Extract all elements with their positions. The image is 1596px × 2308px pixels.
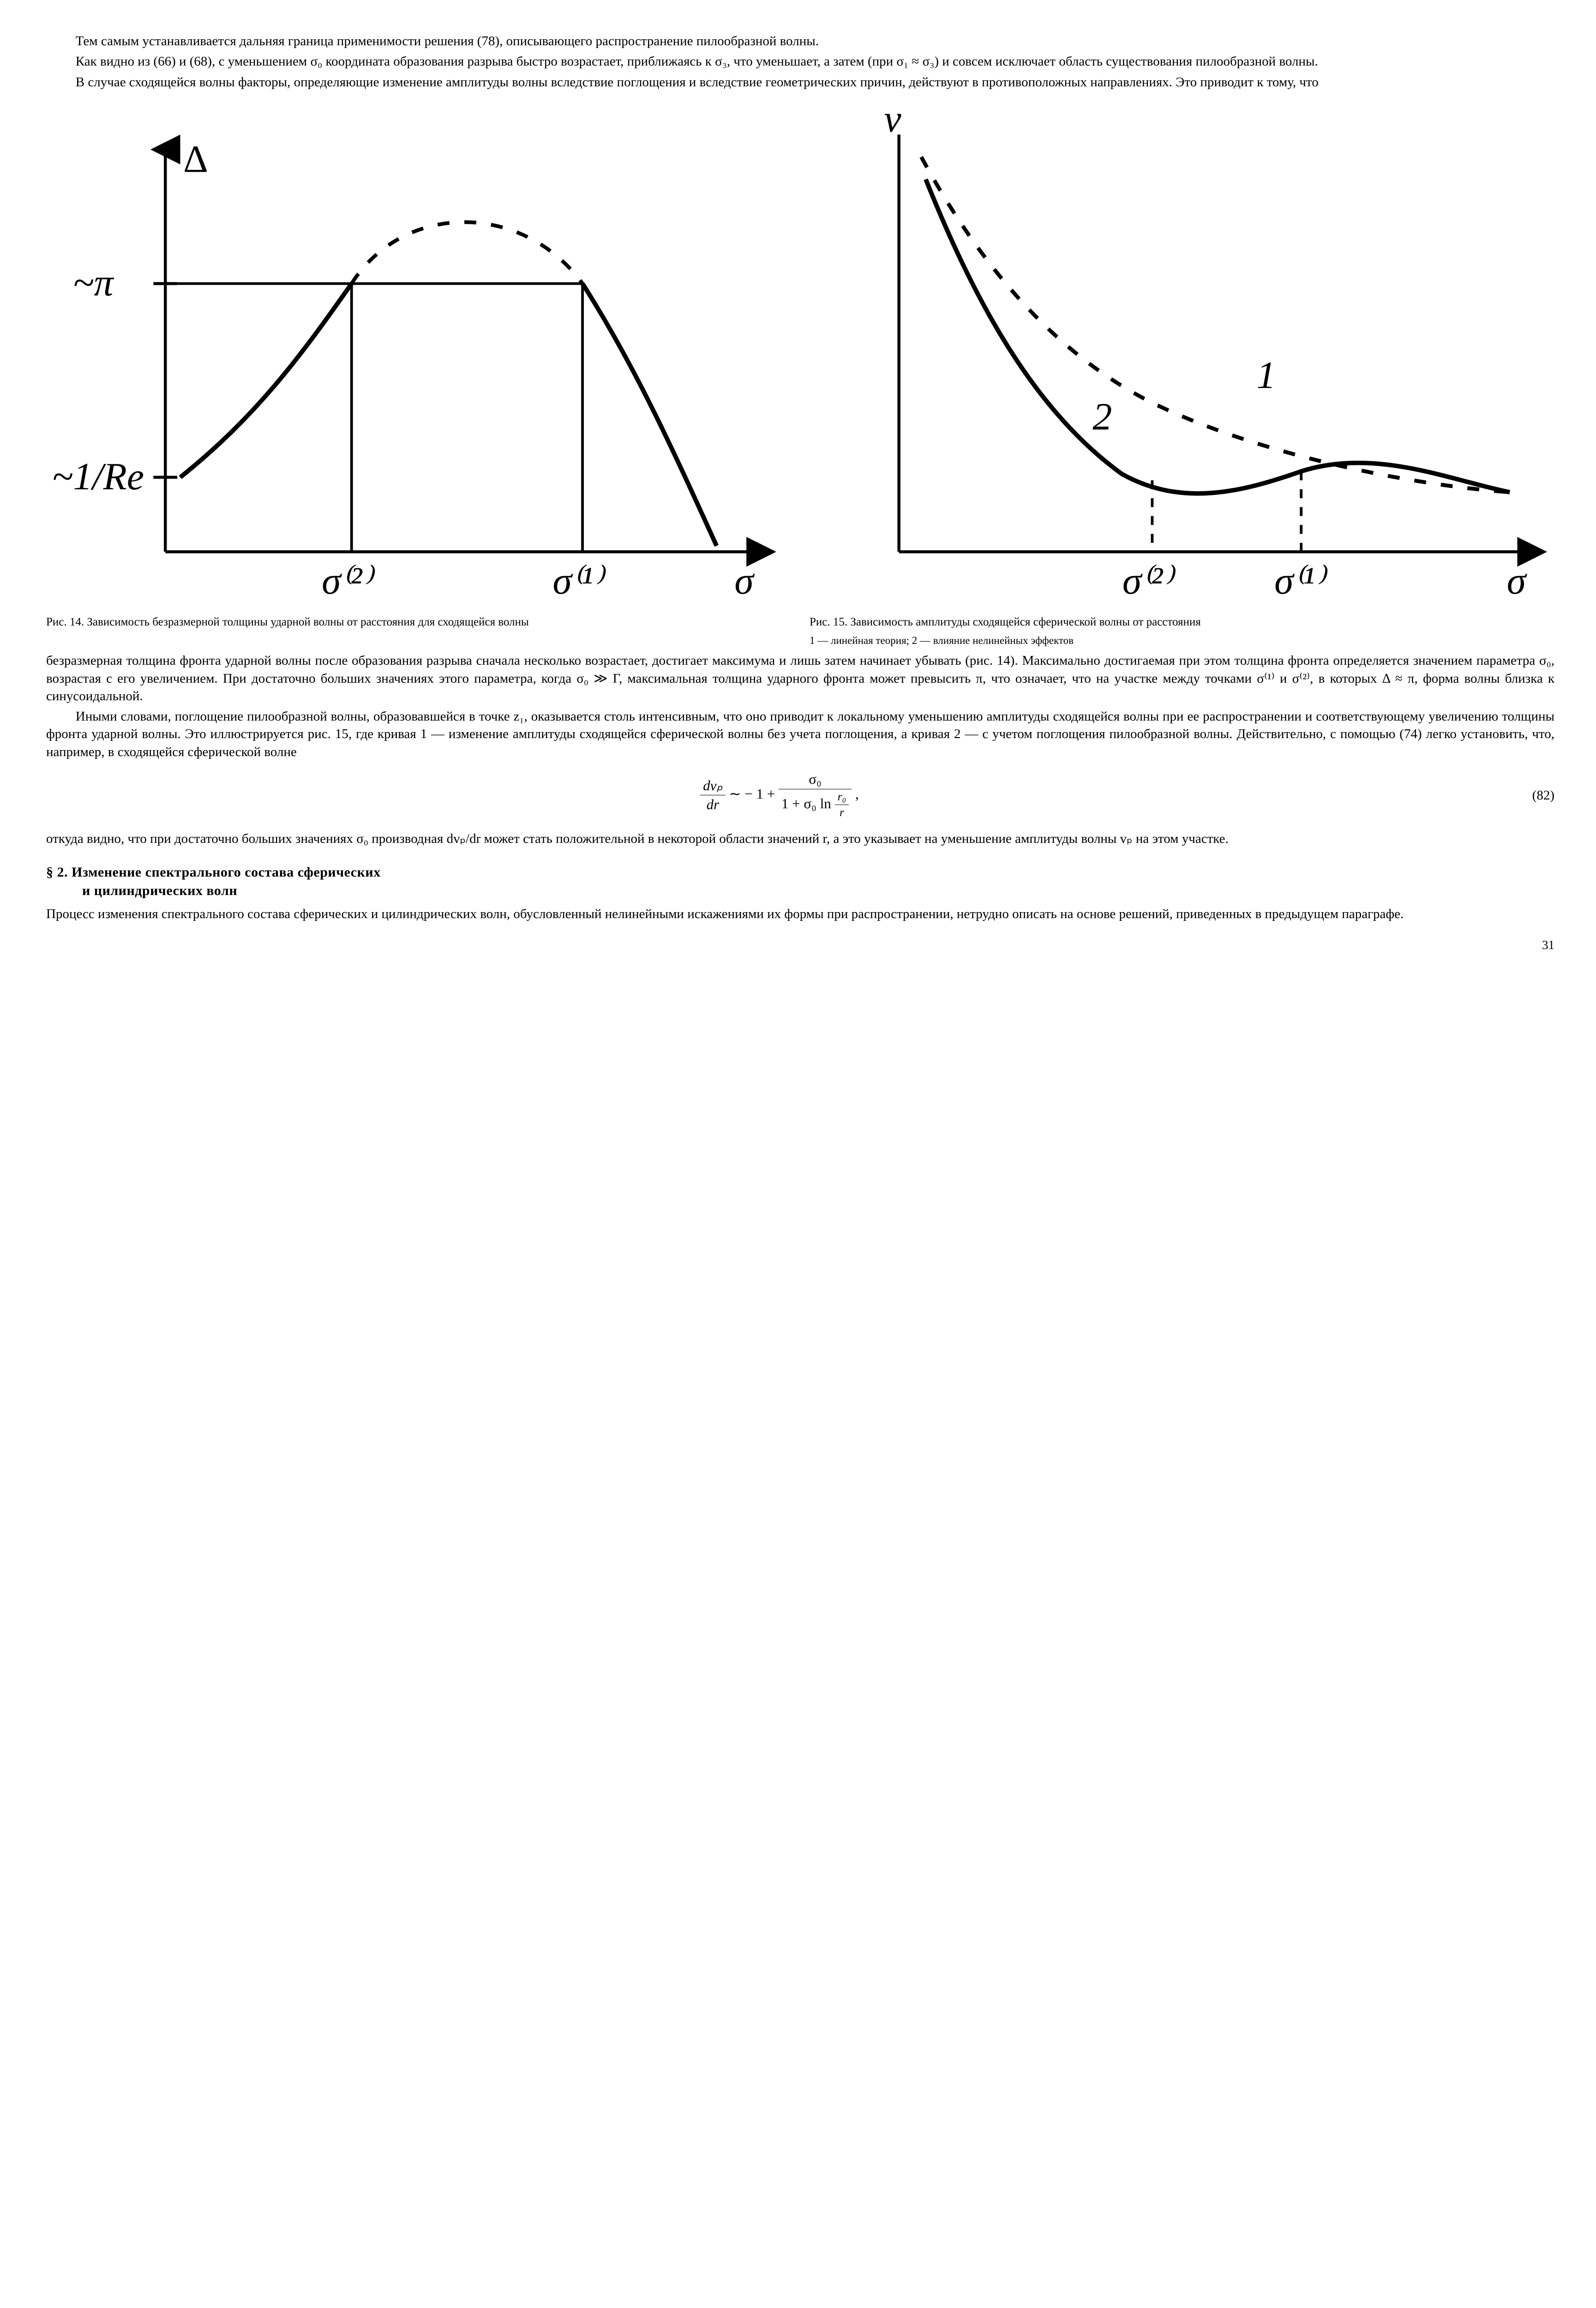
section-heading-line2: и цилиндрических волн bbox=[82, 882, 1554, 900]
fig14-xtick-left: σ⁽²⁾ bbox=[322, 559, 375, 602]
fig15-xtick-left: σ⁽²⁾ bbox=[1122, 559, 1176, 602]
fig15-y-label: v bbox=[884, 105, 901, 140]
fig14-y-label: Δ bbox=[183, 138, 208, 180]
eq82-lhs-num: dvₚ bbox=[700, 776, 726, 795]
figure-15: v 1 2 σ⁽²⁾ σ⁽¹⁾ σ Рис. 15. Зависимость а… bbox=[810, 105, 1554, 648]
figure-15-caption: Рис. 15. Зависимость амплитуды сходящейс… bbox=[810, 615, 1554, 629]
equation-82: dvₚ dr ∼ − 1 + σ₀ 1 + σ₀ ln r₀ r , (82) bbox=[46, 770, 1554, 821]
page-number: 31 bbox=[46, 937, 1554, 954]
eq82-lhs-den: dr bbox=[700, 795, 726, 814]
paragraph: Иными словами, поглощение пилообразной в… bbox=[46, 708, 1554, 761]
eq82-number: (82) bbox=[1513, 787, 1554, 804]
section-heading: § 2. Изменение спектрального состава сфе… bbox=[46, 863, 1554, 900]
section-heading-line1: § 2. Изменение спектрального состава сфе… bbox=[46, 865, 381, 880]
figure-14: Δ ~π ~1/Re σ⁽²⁾ σ⁽¹⁾ σ Рис. 14. Зависимо… bbox=[46, 105, 791, 648]
fig14-x-label: σ bbox=[734, 559, 755, 602]
figure-14-caption: Рис. 14. Зависимость безразмерной толщин… bbox=[46, 615, 791, 629]
fig15-label-1: 1 bbox=[1256, 354, 1276, 397]
paragraph: Как видно из (66) и (68), с уменьшением … bbox=[46, 53, 1554, 70]
paragraph: безразмерная толщина фронта ударной волн… bbox=[46, 652, 1554, 705]
fig15-x-label: σ bbox=[1507, 559, 1528, 602]
fig15-label-2: 2 bbox=[1092, 395, 1112, 438]
figure-15-legend: 1 — линейная теория; 2 — влияние нелиней… bbox=[810, 634, 1554, 648]
eq82-tilde: ∼ bbox=[729, 786, 744, 802]
paragraph: Процесс изменения спектрального состава … bbox=[46, 905, 1554, 923]
fig15-xtick-right: σ⁽¹⁾ bbox=[1274, 559, 1328, 602]
eq82-rhs-den-prefix: 1 + σ₀ ln bbox=[781, 795, 835, 811]
fig14-ytick-top: ~π bbox=[73, 261, 114, 304]
eq82-minus-one-plus: − 1 + bbox=[744, 786, 779, 802]
figure-row: Δ ~π ~1/Re σ⁽²⁾ σ⁽¹⁾ σ Рис. 14. Зависимо… bbox=[46, 105, 1554, 648]
eq82-rhs-inner-num: r₀ bbox=[835, 789, 849, 805]
eq82-tail: , bbox=[855, 786, 859, 802]
paragraph: В случае сходящейся волны факторы, опред… bbox=[46, 73, 1554, 91]
fig14-xtick-right: σ⁽¹⁾ bbox=[553, 559, 606, 602]
paragraph: Тем самым устанавливается дальняя границ… bbox=[46, 32, 1554, 50]
eq82-rhs-num: σ₀ bbox=[779, 770, 852, 789]
paragraph: откуда видно, что при достаточно больших… bbox=[46, 830, 1554, 847]
figure-14-svg: Δ ~π ~1/Re σ⁽²⁾ σ⁽¹⁾ σ bbox=[46, 105, 791, 612]
eq82-rhs-inner-den: r bbox=[835, 805, 849, 821]
figure-15-svg: v 1 2 σ⁽²⁾ σ⁽¹⁾ σ bbox=[810, 105, 1554, 612]
fig14-ytick-bot: ~1/Re bbox=[52, 455, 144, 498]
